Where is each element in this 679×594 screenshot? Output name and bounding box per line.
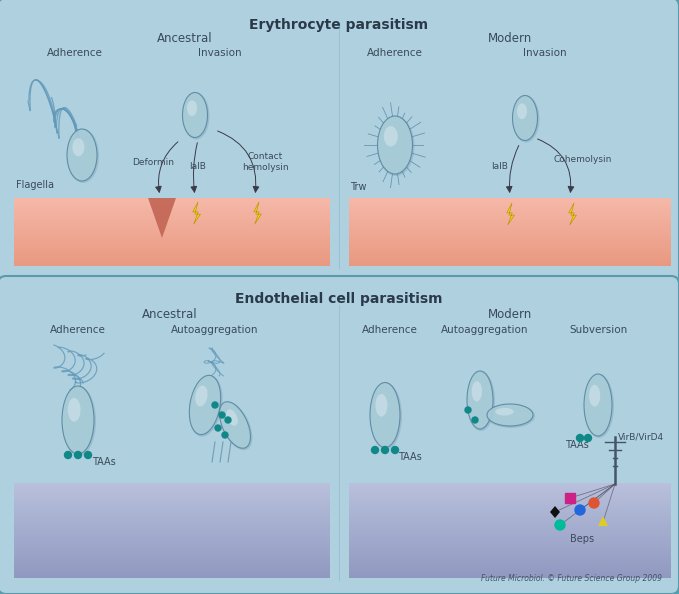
Circle shape bbox=[589, 498, 599, 508]
Circle shape bbox=[575, 505, 585, 515]
Circle shape bbox=[392, 447, 399, 453]
Polygon shape bbox=[148, 198, 176, 238]
Text: IalB: IalB bbox=[492, 162, 509, 171]
Text: Autoaggregation: Autoaggregation bbox=[171, 325, 259, 335]
Ellipse shape bbox=[487, 404, 535, 428]
Circle shape bbox=[382, 447, 388, 453]
Ellipse shape bbox=[584, 374, 612, 436]
Ellipse shape bbox=[73, 138, 84, 156]
Text: Adherence: Adherence bbox=[47, 48, 103, 58]
Text: Adherence: Adherence bbox=[50, 325, 106, 335]
Ellipse shape bbox=[62, 386, 96, 456]
Ellipse shape bbox=[370, 383, 400, 447]
Text: Subversion: Subversion bbox=[569, 325, 627, 335]
Ellipse shape bbox=[370, 383, 402, 450]
Circle shape bbox=[465, 407, 471, 413]
Ellipse shape bbox=[219, 402, 251, 448]
Ellipse shape bbox=[513, 96, 540, 143]
Ellipse shape bbox=[384, 126, 398, 147]
FancyBboxPatch shape bbox=[0, 0, 679, 284]
Ellipse shape bbox=[513, 96, 538, 141]
Ellipse shape bbox=[68, 398, 81, 422]
Circle shape bbox=[212, 402, 218, 408]
Ellipse shape bbox=[378, 116, 414, 176]
Circle shape bbox=[215, 425, 221, 431]
Ellipse shape bbox=[589, 385, 600, 406]
Text: Erythrocyte parasitism: Erythrocyte parasitism bbox=[249, 18, 428, 32]
Text: Contact
hemolysin: Contact hemolysin bbox=[242, 152, 289, 172]
Text: Invasion: Invasion bbox=[524, 48, 567, 58]
Text: Ancestral: Ancestral bbox=[157, 32, 213, 45]
Ellipse shape bbox=[472, 381, 482, 402]
Circle shape bbox=[371, 447, 378, 453]
Text: Cohemolysin: Cohemolysin bbox=[554, 155, 612, 164]
Ellipse shape bbox=[378, 116, 413, 174]
Circle shape bbox=[225, 417, 231, 423]
Polygon shape bbox=[569, 203, 576, 225]
Ellipse shape bbox=[67, 129, 99, 183]
Ellipse shape bbox=[584, 374, 614, 438]
Ellipse shape bbox=[517, 103, 527, 119]
Circle shape bbox=[219, 412, 225, 418]
Circle shape bbox=[65, 451, 71, 459]
Ellipse shape bbox=[226, 409, 238, 426]
Ellipse shape bbox=[467, 371, 493, 429]
Text: Ancestral: Ancestral bbox=[142, 308, 198, 321]
Polygon shape bbox=[507, 203, 515, 225]
Text: Adherence: Adherence bbox=[362, 325, 418, 335]
Text: Invasion: Invasion bbox=[198, 48, 242, 58]
Ellipse shape bbox=[183, 93, 210, 140]
Polygon shape bbox=[598, 516, 608, 526]
Ellipse shape bbox=[467, 371, 495, 431]
Text: IalB: IalB bbox=[189, 162, 206, 171]
Text: Flagella: Flagella bbox=[16, 180, 54, 190]
Ellipse shape bbox=[196, 386, 208, 406]
Ellipse shape bbox=[67, 129, 97, 181]
Text: Modern: Modern bbox=[488, 308, 532, 321]
Ellipse shape bbox=[219, 402, 253, 450]
Text: TAAs: TAAs bbox=[398, 452, 422, 462]
Circle shape bbox=[222, 432, 228, 438]
Text: TAAs: TAAs bbox=[565, 440, 589, 450]
Text: Endothelial cell parasitism: Endothelial cell parasitism bbox=[235, 292, 443, 306]
Text: Trw: Trw bbox=[350, 182, 366, 192]
Circle shape bbox=[585, 434, 591, 441]
Bar bbox=[565, 493, 575, 503]
Text: TAAs: TAAs bbox=[92, 457, 115, 467]
Ellipse shape bbox=[189, 375, 221, 435]
Text: Modern: Modern bbox=[488, 32, 532, 45]
FancyBboxPatch shape bbox=[0, 276, 679, 594]
Polygon shape bbox=[550, 506, 560, 518]
Text: Autoaggregation: Autoaggregation bbox=[441, 325, 529, 335]
Circle shape bbox=[555, 520, 565, 530]
Ellipse shape bbox=[495, 408, 514, 416]
Ellipse shape bbox=[187, 100, 197, 116]
Circle shape bbox=[75, 451, 81, 459]
Ellipse shape bbox=[375, 394, 388, 416]
Ellipse shape bbox=[183, 93, 208, 137]
Circle shape bbox=[84, 451, 92, 459]
Circle shape bbox=[576, 434, 583, 441]
Polygon shape bbox=[254, 202, 261, 224]
Text: Deformin: Deformin bbox=[132, 158, 174, 167]
Ellipse shape bbox=[62, 386, 94, 454]
Circle shape bbox=[472, 417, 478, 423]
Text: VirB/VirD4: VirB/VirD4 bbox=[618, 432, 664, 441]
Text: Future Microbiol. © Future Science Group 2009: Future Microbiol. © Future Science Group… bbox=[481, 574, 662, 583]
Text: Beps: Beps bbox=[570, 534, 594, 544]
Ellipse shape bbox=[189, 375, 223, 437]
Text: Adherence: Adherence bbox=[367, 48, 423, 58]
Polygon shape bbox=[193, 202, 200, 224]
Ellipse shape bbox=[487, 404, 533, 426]
